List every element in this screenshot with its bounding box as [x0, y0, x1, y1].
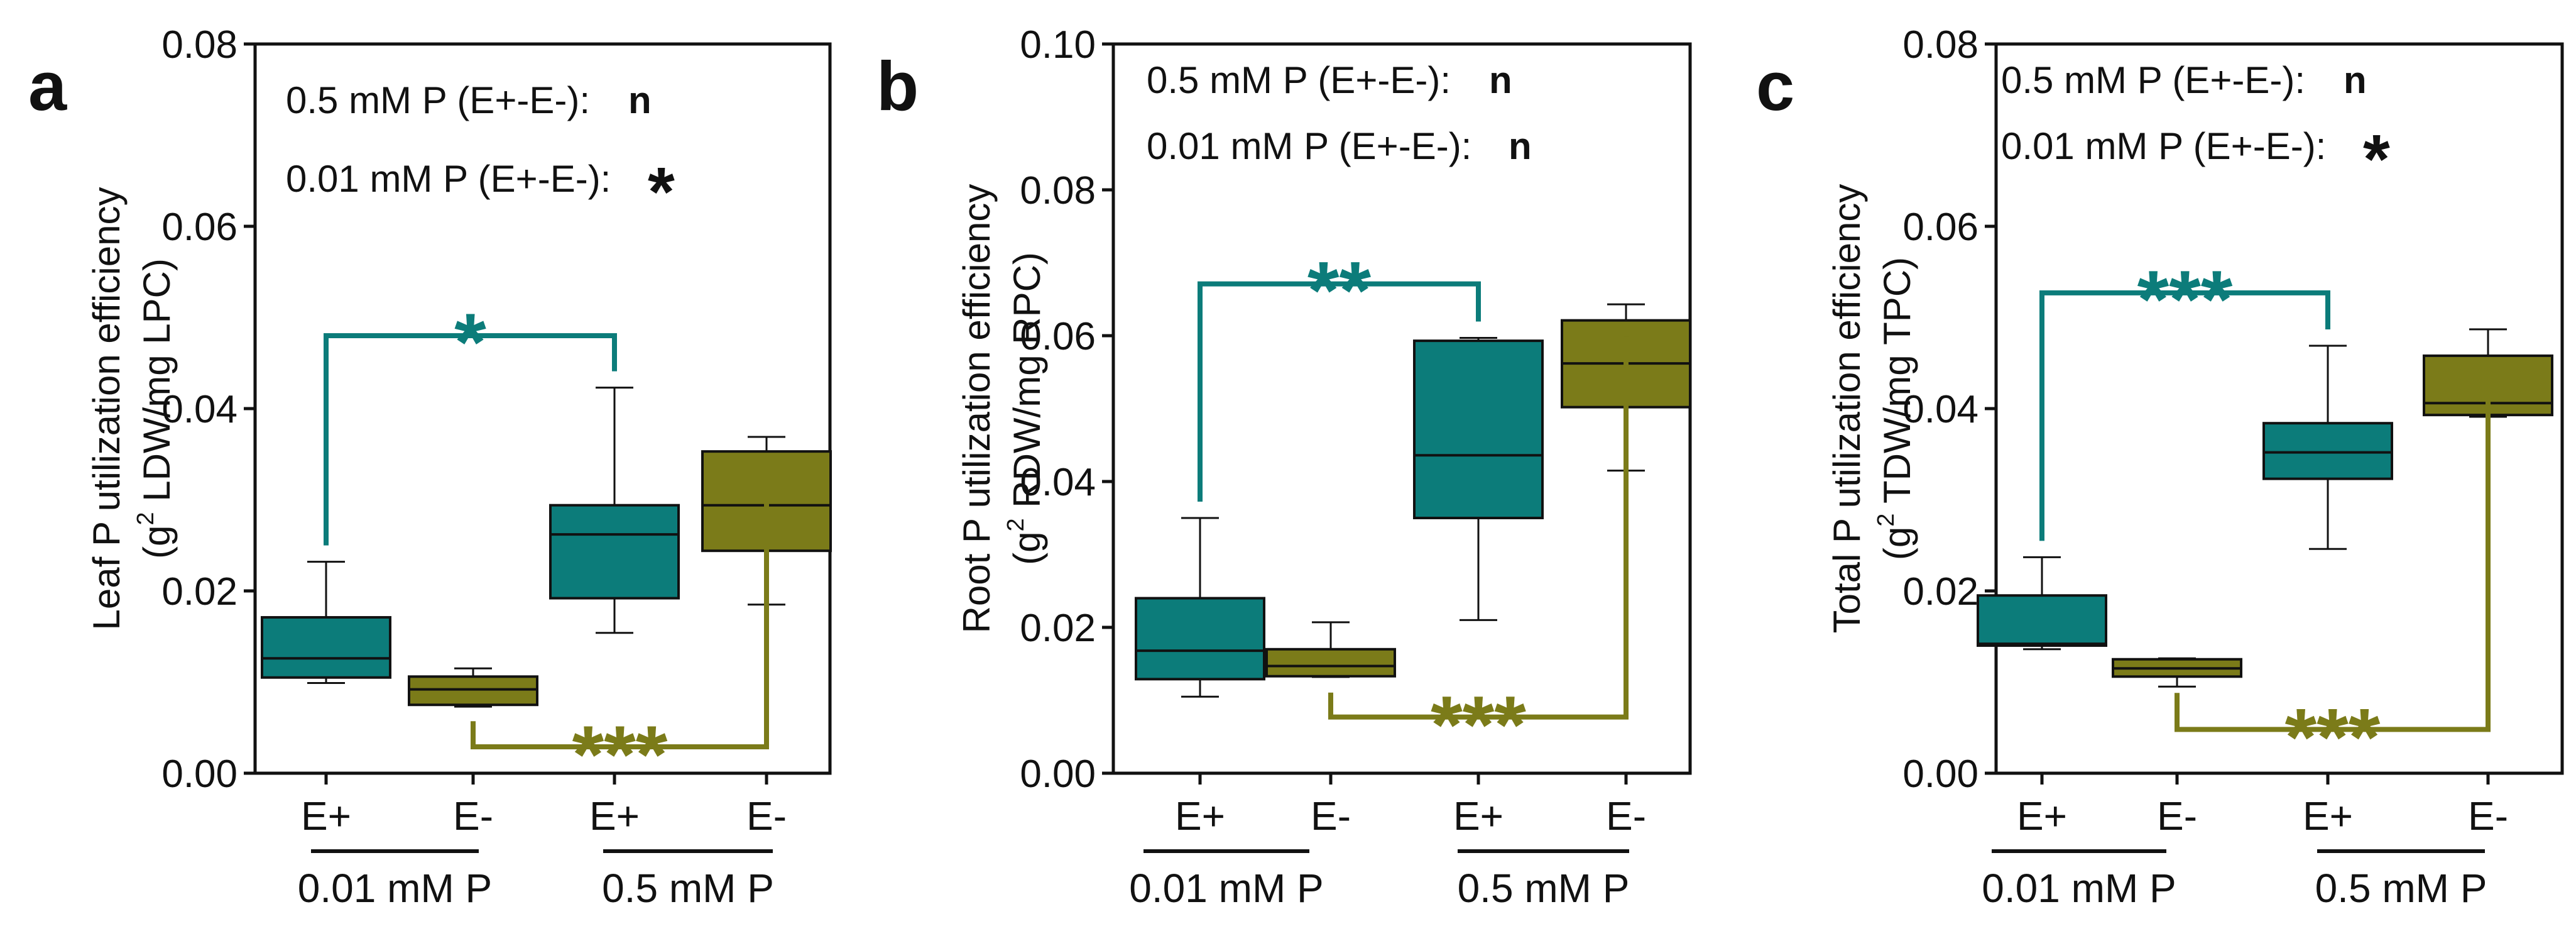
y-axis-unit-post: LDW/mg LPC) [136, 258, 178, 512]
significance-bracket-E- [471, 468, 769, 749]
y-tick-label: 0.06 [161, 206, 237, 249]
x-category-label: E+ [1175, 793, 1225, 839]
x-category-label: E- [1311, 793, 1351, 839]
annotation-significance: n [1509, 125, 1532, 167]
y-tick-label: 0.06 [1902, 206, 1978, 249]
y-axis-unit: (g2 RDW/mg RPC) [1003, 252, 1048, 565]
y-axis-unit-superscript: 2 [1873, 514, 1899, 527]
box-iqr [549, 504, 680, 600]
plot-frame [1111, 42, 1692, 775]
panel-letter: a [28, 48, 67, 125]
group-label: 0.01 mM P [298, 866, 492, 911]
box-iqr [408, 675, 538, 707]
annotation-significance: n [2344, 59, 2367, 101]
x-category-label: E- [2468, 793, 2508, 839]
y-tick-label: 0.00 [1020, 752, 1096, 796]
y-tick-label: 0.02 [161, 570, 237, 614]
significance-stars-E+: ** [1307, 245, 1372, 336]
significance-stars-E-: *** [1431, 679, 1526, 771]
panel-c: c 0.00 0.02 0.04 0.06 0.08 Total P utilization… [1756, 23, 2564, 911]
group-label: 0.5 mM P [2315, 866, 2487, 911]
box-E--0.01 mM P [408, 667, 538, 708]
annotation-text: 0.01 mM P (E+-E-): [2001, 125, 2326, 167]
significance-bracket-E+ [1198, 281, 1481, 502]
box-E+-0.01 mM P [1977, 556, 2107, 651]
y-axis-unit: (g2 LDW/mg LPC) [133, 258, 178, 559]
y-tick-label: 0.06 [1020, 315, 1096, 358]
annotation-text: 0.5 mM P (E+-E-): [286, 79, 590, 121]
annotation-significance: * [648, 153, 675, 231]
box-E+-0.01 mM P [1135, 517, 1265, 698]
significance-bracket-E- [2175, 372, 2491, 732]
box-iqr [1977, 594, 2107, 647]
annotation-text: 0.5 mM P (E+-E-): [1147, 59, 1451, 101]
box-E--0.01 mM P [1265, 621, 1396, 678]
x-category-label: E- [1606, 793, 1646, 839]
x-category-label: E+ [589, 793, 640, 839]
y-axis-unit-post: RDW/mg RPC) [1006, 252, 1048, 518]
y-tick-label: 0.04 [1020, 461, 1096, 504]
y-tick-label: 0.08 [1020, 169, 1096, 212]
x-category-label: E- [453, 793, 493, 839]
group-label: 0.5 mM P [1458, 866, 1630, 911]
box-E+-0.5 mM P [549, 387, 680, 634]
y-tick-label: 0.02 [1020, 607, 1096, 650]
x-category-label: E+ [1453, 793, 1504, 839]
significance-stars-E+: * [454, 296, 486, 388]
y-axis-unit: (g2 TDW/mg TPC) [1873, 257, 1918, 560]
x-category-label: E- [746, 793, 787, 839]
y-tick-label: 0.02 [1902, 570, 1978, 614]
y-tick-label: 0.04 [1902, 388, 1978, 431]
annotation-text: 0.01 mM P (E+-E-): [1147, 125, 1471, 167]
y-tick-label: 0.00 [161, 752, 237, 796]
y-axis-unit-superscript: 2 [133, 512, 159, 525]
significance-bracket-E+ [324, 333, 617, 546]
box-iqr [261, 616, 391, 679]
y-tick-label: 0.00 [1902, 752, 1978, 796]
x-category-label: E+ [2017, 793, 2067, 839]
group-label: 0.5 mM P [602, 866, 774, 911]
x-category-label: E+ [2303, 793, 2353, 839]
y-tick-label: 0.10 [1020, 23, 1096, 67]
annotation-text: 0.01 mM P (E+-E-): [286, 158, 611, 200]
annotation-text: 0.5 mM P (E+-E-): [2001, 59, 2305, 101]
box-iqr [2262, 422, 2393, 480]
y-axis-unit-superscript: 2 [1003, 518, 1029, 531]
significance-stars-E+: *** [2137, 253, 2233, 345]
significance-bracket-E- [1328, 336, 1629, 720]
significance-bracket-E+ [2039, 290, 2330, 541]
panel-a: a 0.00 0.02 0.04 0.06 0.08 Leaf P utilization … [28, 23, 832, 911]
box-iqr [1265, 647, 1396, 678]
y-tick-label: 0.08 [161, 23, 237, 67]
panel-letter: c [1756, 48, 1794, 125]
y-axis-title: Leaf P utilization efficiency [85, 187, 128, 631]
y-tick-label: 0.04 [161, 388, 237, 431]
box-E--0.01 mM P [2112, 657, 2242, 688]
box-iqr [1135, 597, 1265, 681]
x-category-label: E+ [301, 793, 351, 839]
y-axis-title: Total P utilization efficiency [1826, 184, 1868, 634]
significance-stars-E-: *** [572, 708, 668, 800]
box-E+-0.5 mM P [1413, 336, 1544, 621]
group-label: 0.01 mM P [1982, 866, 2176, 911]
y-axis-unit-pre: (g [136, 526, 178, 559]
panel-b: b 0.00 0.02 0.04 0.06 0.08 0.10 Root P utilizat… [876, 23, 1692, 911]
box-E+-0.01 mM P [261, 561, 391, 684]
x-category-label: E- [2157, 793, 2197, 839]
y-axis-title: Root P utilization efficiency [956, 184, 998, 634]
y-axis-unit-pre: (g [1006, 532, 1048, 565]
annotation-significance: n [1489, 59, 1512, 101]
y-axis-unit-post: TDW/mg TPC) [1876, 257, 1918, 514]
box-E+-0.5 mM P [2262, 344, 2393, 550]
group-label: 0.01 mM P [1129, 866, 1323, 911]
annotation-significance: * [2363, 121, 2390, 198]
panel-letter: b [876, 48, 919, 125]
box-iqr [1413, 339, 1544, 519]
annotation-significance: n [628, 79, 652, 121]
significance-stars-E-: *** [2285, 691, 2381, 783]
y-axis-unit-pre: (g [1876, 527, 1918, 560]
y-tick-label: 0.08 [1902, 23, 1978, 67]
